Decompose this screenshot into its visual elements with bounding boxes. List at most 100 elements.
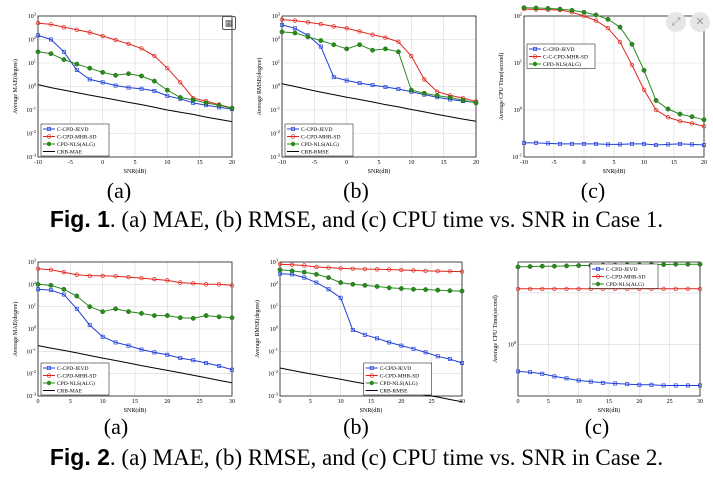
data-point (642, 141, 646, 146)
plot-frame (279, 261, 463, 397)
data-point (100, 33, 105, 39)
data-point (435, 268, 440, 274)
series-line (37, 288, 233, 371)
data-point (279, 29, 285, 35)
data-point (350, 281, 356, 287)
series-line (523, 7, 705, 121)
expand-icon[interactable]: ⤢ (666, 12, 686, 32)
series-line (279, 263, 463, 273)
data-point (152, 350, 157, 355)
data-point (292, 18, 298, 23)
series-line (279, 273, 463, 364)
data-point (113, 340, 118, 345)
series-line (517, 370, 700, 386)
x-axis-label: SNR(dB) (124, 168, 147, 175)
series-line (523, 8, 705, 127)
data-point (387, 340, 392, 345)
x-tick-label: 15 (606, 399, 612, 405)
data-point (126, 309, 131, 315)
data-point (203, 282, 209, 287)
data-point (396, 39, 401, 44)
x-tick-label: 10 (641, 160, 647, 166)
data-point (331, 42, 337, 48)
data-point (87, 273, 92, 278)
fig1-label-c: (c) (580, 178, 606, 203)
data-point (408, 87, 414, 93)
data-point (677, 118, 683, 124)
data-point (564, 376, 569, 381)
legend-marker (369, 366, 374, 370)
chart-f2b: 0 5 10 15 20 25 30 10-3 10-2 10-1 100 101 102 103 SNR(… (254, 258, 465, 415)
data-point (113, 83, 118, 88)
x-tick-label: 0 (345, 160, 348, 166)
x-tick-label: 0 (517, 399, 520, 405)
data-point (318, 38, 324, 43)
fig2-caption-prefix: Fig. 2 (49, 444, 110, 470)
data-point (666, 142, 670, 147)
data-point (36, 33, 40, 38)
data-point (375, 336, 380, 341)
data-point (423, 268, 428, 274)
x-tick-label: 15 (441, 160, 447, 166)
y-tick-label: 101 (514, 59, 522, 68)
series-line (524, 142, 705, 146)
data-point (665, 115, 671, 120)
y-tick-label: 100 (508, 340, 517, 349)
data-point (593, 18, 599, 23)
x-tick-label: 15 (368, 399, 374, 405)
data-point (35, 266, 41, 271)
data-point (701, 117, 707, 123)
legend-marker (290, 141, 296, 147)
data-point (229, 105, 235, 111)
legend-label: CRB-RMSE (301, 150, 329, 156)
x-axis-label: SNR(dB) (603, 168, 626, 175)
data-point (387, 267, 392, 272)
data-point (344, 46, 350, 52)
data-point (126, 71, 131, 77)
legend-label: C-CPD-JEVD (543, 47, 575, 53)
data-point (204, 361, 209, 365)
data-point (229, 283, 235, 288)
data-point (87, 30, 92, 35)
data-point (165, 278, 170, 283)
data-point (528, 370, 533, 375)
data-point (48, 267, 54, 272)
data-point (305, 20, 311, 25)
x-tick-label: 25 (429, 399, 435, 405)
data-point (338, 295, 343, 300)
data-point (617, 24, 623, 30)
data-point (338, 280, 344, 285)
data-point (113, 306, 119, 312)
data-point (637, 382, 642, 387)
fig2-label-c: (c) (584, 414, 610, 439)
data-point (422, 77, 427, 82)
legend-label: CRB-RMSE (380, 389, 408, 395)
data-point (527, 286, 533, 291)
data-point (386, 285, 392, 291)
data-point (277, 262, 283, 267)
plot-frame (37, 261, 233, 397)
data-point (576, 263, 582, 268)
plot-frame (37, 15, 233, 158)
legend-marker (595, 281, 601, 287)
y-tick-label: 102 (514, 12, 522, 21)
data-point (411, 268, 416, 273)
legend-label: C-CPD-JEVD (380, 366, 412, 372)
data-point (594, 141, 598, 146)
x-axis-label: SNR(dB) (360, 407, 383, 414)
legend-label: C-CPD-MHR-SD (380, 374, 419, 380)
data-point (552, 263, 557, 269)
y-tick-label: 10-2 (270, 129, 280, 138)
grid-zoom-icon[interactable]: ▦ (222, 16, 236, 30)
data-point (702, 143, 706, 147)
y-tick-label: 103 (28, 258, 37, 267)
legend-label: C-CPD-JEVD (301, 127, 333, 133)
x-tick-label: -5 (552, 160, 557, 166)
x-tick-label: 20 (164, 399, 170, 405)
legend-marker (46, 134, 52, 139)
x-axis-label: SNR(dB) (368, 168, 391, 175)
close-icon[interactable]: ✕ (690, 12, 710, 32)
legend-label: C-CPD-JEVD (57, 366, 89, 372)
data-point (383, 46, 388, 52)
data-point (61, 57, 67, 62)
